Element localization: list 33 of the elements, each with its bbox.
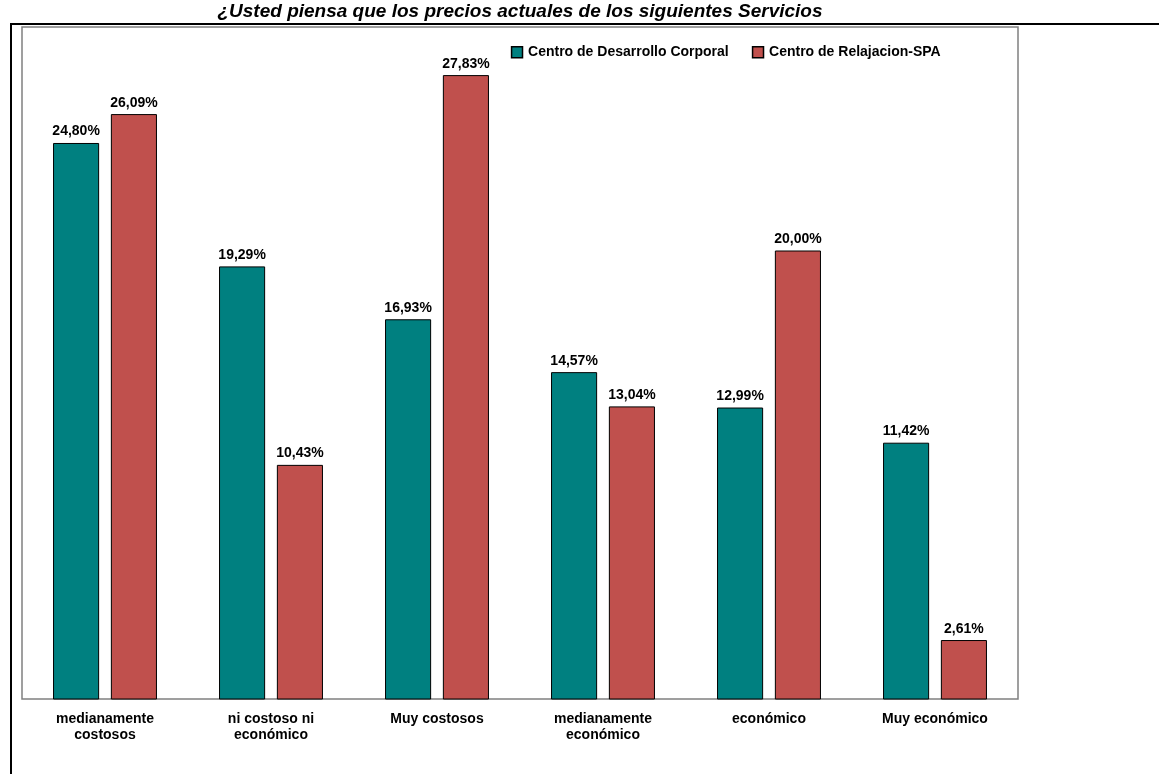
data-label: 14,57% <box>550 351 599 368</box>
data-label: 26,09% <box>110 93 159 110</box>
bar <box>110 114 157 700</box>
bar <box>219 266 266 700</box>
chart-title: ¿Usted piensa que los precios actuales de los siguientes Servicios <box>217 0 823 21</box>
bar <box>53 142 100 700</box>
data-label: 11,42% <box>882 422 930 439</box>
data-label: 2,61% <box>944 619 985 636</box>
x-tick-label: medianamente económico <box>553 709 653 742</box>
data-label: 10,43% <box>276 444 325 461</box>
x-tick-label: medianamente costosos <box>55 709 155 742</box>
legend-label: Centro de Desarrollo Corporal <box>528 43 729 60</box>
bar <box>940 640 987 700</box>
bar <box>717 407 764 700</box>
data-label: 19,29% <box>218 245 267 262</box>
x-tick-label: ni costoso ni económico <box>227 709 315 742</box>
data-label: 20,00% <box>774 230 823 246</box>
bar <box>276 464 323 700</box>
data-label: 12,99% <box>716 387 765 404</box>
data-label: 16,93% <box>384 298 433 315</box>
data-label: 13,04% <box>608 385 657 402</box>
bar <box>774 250 821 700</box>
legend-label: Centro de Relajacion-SPA <box>769 43 941 60</box>
bar <box>442 75 489 700</box>
data-label: 24,80% <box>52 122 101 139</box>
bar <box>551 372 598 700</box>
bar <box>608 406 655 700</box>
x-tick-label: Muy costosos <box>390 709 484 726</box>
bar <box>385 319 432 700</box>
x-tick-label: económico <box>732 709 806 726</box>
data-label: 27,83% <box>442 54 491 71</box>
x-tick-label: Muy económico <box>882 709 988 726</box>
bar <box>883 442 930 700</box>
